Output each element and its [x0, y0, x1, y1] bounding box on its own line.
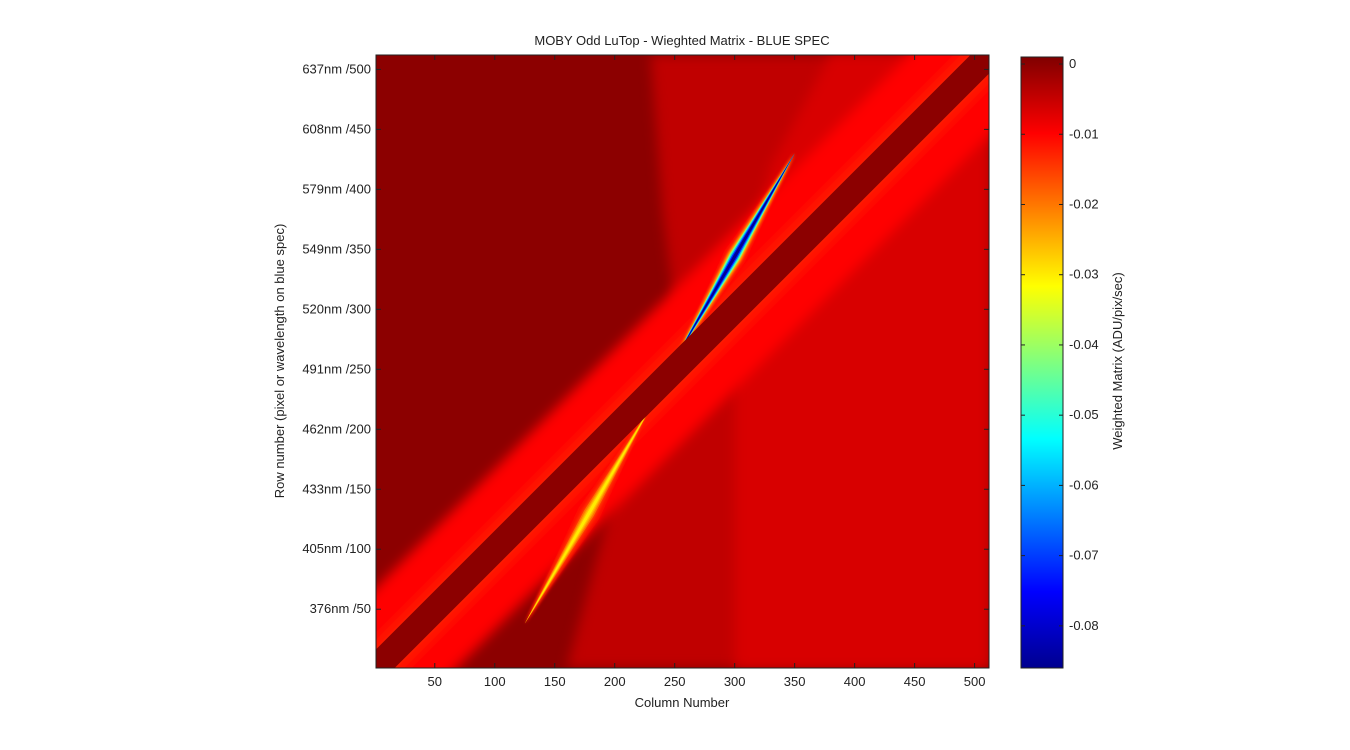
y-tick-label: 520nm /300	[302, 301, 371, 316]
plot-area	[376, 55, 989, 668]
x-tick-label: 100	[484, 674, 506, 689]
colorbar-tick-label: -0.08	[1069, 618, 1099, 633]
plot-frame	[375, 54, 990, 669]
y-axis-label: Row number (pixel or wavelength on blue …	[272, 224, 287, 499]
colorbar-tick-label: -0.05	[1069, 407, 1099, 422]
colorbar-tick-label: -0.06	[1069, 477, 1099, 492]
x-tick-label: 450	[904, 674, 926, 689]
x-tick-label: 50	[428, 674, 442, 689]
x-tick-label: 200	[604, 674, 626, 689]
x-tick-label: 400	[844, 674, 866, 689]
y-tick-label: 462nm /200	[302, 421, 371, 436]
colorbar-tick-label: 0	[1069, 56, 1076, 71]
colorbar-tick-label: -0.03	[1069, 267, 1099, 282]
y-tick-label: 433nm /150	[302, 481, 371, 496]
y-tick-label: 376nm /50	[310, 601, 371, 616]
y-tick-label: 608nm /450	[302, 121, 371, 136]
y-tick-label: 637nm /500	[302, 61, 371, 76]
chart-title: MOBY Odd LuTop - Wieghted Matrix - BLUE …	[534, 33, 829, 48]
colorbar	[1020, 56, 1064, 669]
upper-streak-level-5	[674, 153, 795, 360]
x-tick-label: 350	[784, 674, 806, 689]
x-tick-label: 300	[724, 674, 746, 689]
colorbar-ticks: 0 -0.01 -0.02 -0.03 -0.04 -0.05 -0.06 -0.07 -0.0…	[1021, 56, 1099, 633]
colorbar-tick-label: -0.04	[1069, 337, 1099, 352]
diagonal-band	[376, 55, 989, 668]
colorbar-tick-label: -0.01	[1069, 126, 1099, 141]
colorbar-label: Weighted Matrix (ADU/pix/sec)	[1110, 272, 1125, 449]
y-tick-label: 405nm /100	[302, 541, 371, 556]
x-tick-label: 150	[544, 674, 566, 689]
x-tick-label: 500	[964, 674, 986, 689]
y-axis-ticks: 376nm /50 405nm /100 433nm /150 462nm /200 4…	[302, 61, 989, 616]
y-tick-label: 491nm /250	[302, 361, 371, 376]
colorbar-tick-label: -0.02	[1069, 196, 1099, 211]
lower-streak-level-5	[524, 402, 654, 624]
x-axis-ticks: 50 100 150 200 250 300 350 400 450 500	[428, 55, 986, 689]
colorbar-tick-label: -0.07	[1069, 548, 1099, 563]
x-tick-label: 250	[664, 674, 686, 689]
heatmap-field	[376, 55, 989, 668]
x-axis-label: Column Number	[635, 695, 730, 710]
y-tick-label: 579nm /400	[302, 181, 371, 196]
y-tick-label: 549nm /350	[302, 241, 371, 256]
